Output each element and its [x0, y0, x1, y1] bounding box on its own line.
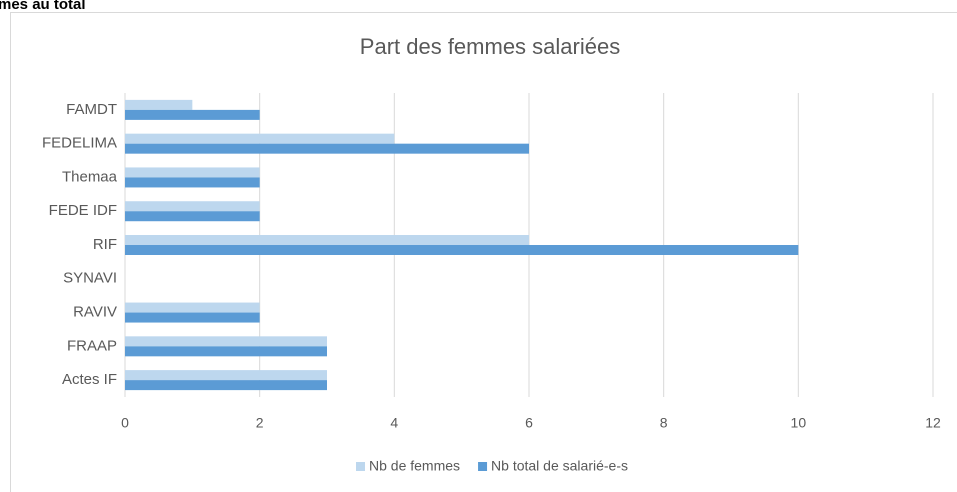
y-tick-label: RIF — [93, 236, 117, 253]
legend-swatch — [478, 462, 488, 471]
legend-swatch — [356, 462, 365, 471]
x-tick-label: 12 — [925, 415, 941, 431]
y-tick-label: RAVIV — [73, 304, 117, 321]
bar — [125, 133, 395, 144]
x-tick-label: 0 — [121, 415, 129, 431]
bar — [125, 177, 260, 188]
y-tick-label: FAMDT — [66, 101, 117, 118]
bar — [125, 99, 193, 110]
bar — [125, 380, 327, 391]
y-tick-label: FRAAP — [67, 337, 117, 354]
y-tick-label: FEDELIMA — [42, 135, 117, 152]
bar — [125, 370, 327, 381]
y-tick-label: FEDE IDF — [49, 202, 117, 219]
x-tick-label: 8 — [660, 415, 668, 431]
y-tick-label: Actes IF — [62, 371, 117, 388]
bar — [125, 109, 260, 120]
bar — [125, 211, 260, 222]
bar — [125, 346, 327, 357]
chart-title: Part des femmes salariées — [360, 34, 620, 59]
bar — [125, 336, 327, 347]
x-tick-label: 10 — [791, 415, 807, 431]
legend-label: Nb de femmes — [369, 458, 460, 474]
page-heading: mes au total — [0, 0, 86, 13]
bar — [125, 312, 260, 323]
y-tick-label: Themaa — [62, 168, 118, 185]
bar — [125, 245, 799, 255]
x-tick-label: 2 — [256, 415, 264, 431]
legend-label: Nb total de salarié-e-s — [491, 458, 628, 474]
bar — [125, 167, 260, 178]
y-tick-label: SYNAVI — [63, 270, 117, 287]
bar — [125, 201, 260, 212]
x-tick-label: 6 — [525, 415, 533, 431]
bar — [125, 302, 260, 313]
bar — [125, 143, 529, 154]
bar — [125, 235, 529, 245]
x-tick-label: 4 — [390, 415, 398, 431]
